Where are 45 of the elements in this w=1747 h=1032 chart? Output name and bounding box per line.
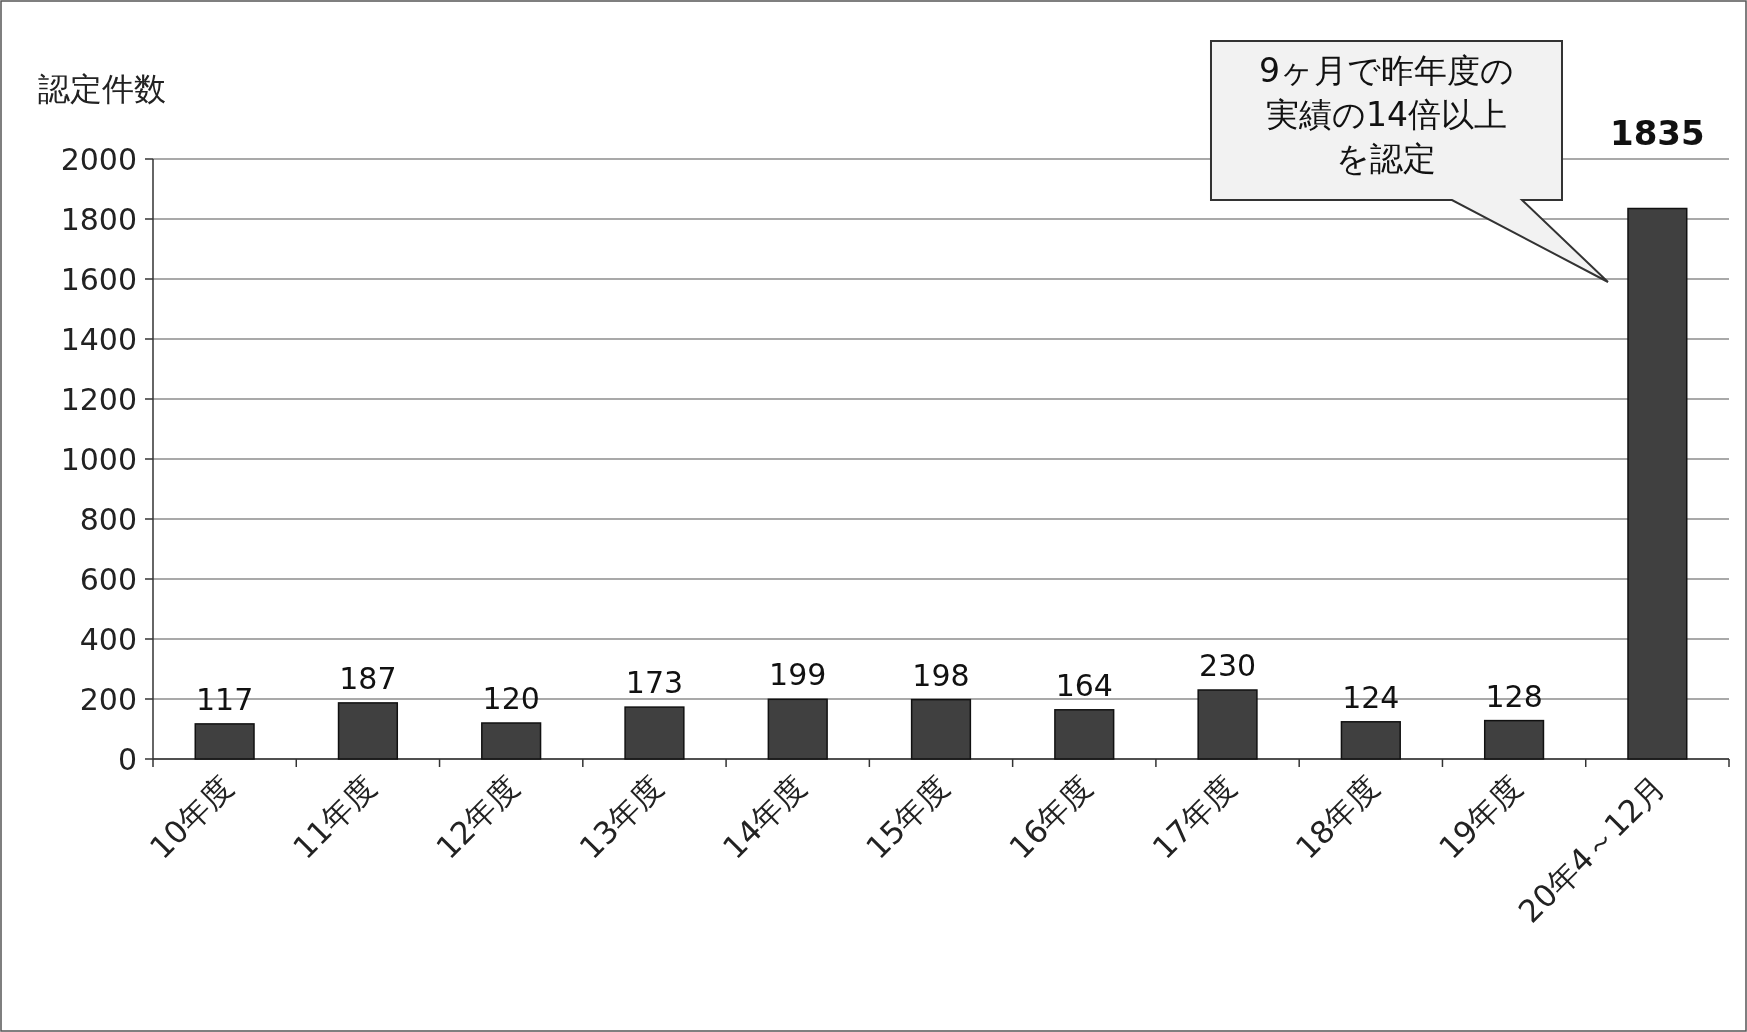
x-tick-label: 17年度 <box>1145 768 1243 866</box>
x-tick-label: 13年度 <box>572 768 670 866</box>
data-label: 124 <box>1342 679 1400 715</box>
y-tick-label: 2000 <box>60 142 137 177</box>
bar <box>1627 207 1688 760</box>
y-axis-title: 認定件数 <box>38 70 166 108</box>
data-label: 120 <box>482 681 540 716</box>
annotation: 9ヶ月で昨年度の実績の14倍以上を認定 <box>1258 50 1515 180</box>
bar <box>767 698 828 760</box>
data-label: 117 <box>196 681 254 717</box>
data-label: 230 <box>1198 648 1257 683</box>
y-tick-label: 1400 <box>60 322 137 357</box>
x-tick-label: 12年度 <box>428 768 527 866</box>
bar <box>481 722 542 760</box>
y-tick-label: 1600 <box>60 262 137 297</box>
y-tick-label: 600 <box>79 562 137 597</box>
bar <box>1054 709 1115 760</box>
data-label: 1835 <box>1610 112 1705 153</box>
x-tick-label: 14年度 <box>715 768 813 866</box>
y-tick-label: 400 <box>79 622 137 657</box>
y-tick-label: 1800 <box>60 202 137 237</box>
x-tick-label: 18年度 <box>1288 768 1386 866</box>
y-tick-label: 800 <box>79 502 137 537</box>
data-label: 173 <box>625 665 684 701</box>
bar <box>194 723 255 760</box>
bar <box>1340 721 1401 760</box>
bar <box>910 698 972 760</box>
data-label: 187 <box>339 660 397 696</box>
y-tick-label: 1000 <box>60 442 137 477</box>
data-label: 198 <box>912 657 970 693</box>
data-label: 128 <box>1485 678 1543 714</box>
y-tick-label: 200 <box>79 682 137 717</box>
bar <box>1483 719 1545 760</box>
x-tick-label: 11年度 <box>285 768 383 866</box>
data-label: 164 <box>1055 667 1113 703</box>
bar <box>624 706 685 760</box>
y-tick-label: 0 <box>117 742 137 777</box>
x-tick-label: 10年度 <box>142 768 240 866</box>
x-tick-label: 19年度 <box>1431 768 1530 866</box>
data-label: 199 <box>769 657 827 693</box>
x-tick-label: 15年度 <box>858 768 956 866</box>
bar <box>337 702 399 760</box>
y-tick-label: 1200 <box>60 382 137 417</box>
x-tick-label: 16年度 <box>1002 768 1100 866</box>
bar <box>1197 689 1258 760</box>
